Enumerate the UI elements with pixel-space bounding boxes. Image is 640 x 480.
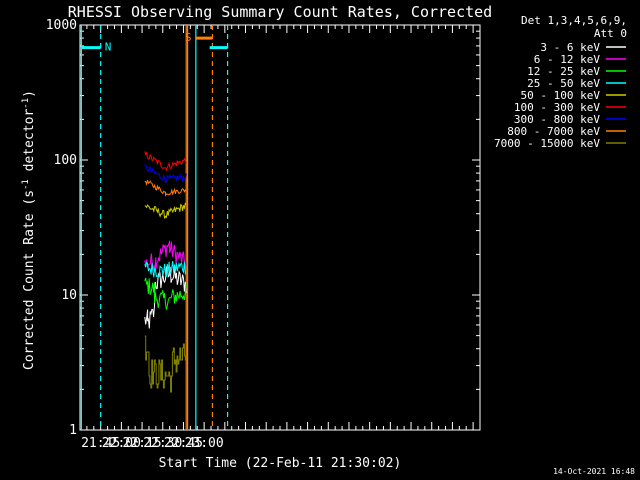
y-tick-label: 10 [61, 288, 77, 303]
x-tick-label: 22:45 [164, 436, 203, 451]
y-tick-label: 100 [54, 153, 77, 168]
chart-title: RHESSI Observing Summary Count Rates, Co… [68, 3, 492, 21]
y-tick-label: 1 [69, 423, 77, 438]
state-marker-label: S [185, 31, 192, 44]
legend-label: 7000 - 15000 keV [494, 137, 600, 150]
legend-header-line1: Det 1,3,4,5,6,9, [521, 14, 627, 27]
legend-header-line2: Att 0 [594, 27, 627, 40]
state-lines [80, 25, 229, 430]
y-axis-label-sup2: -1 [21, 98, 31, 109]
legend-label: 25 - 50 keV [527, 77, 600, 90]
y-tick-label: 1000 [46, 18, 77, 33]
y-axis-label-sup1: -1 [21, 179, 31, 190]
series-line [144, 163, 187, 184]
series-line [144, 277, 187, 310]
y-axis-label: Corrected Count Rate (s-1 detector-1) [21, 90, 37, 370]
series-group [144, 151, 187, 393]
y-axis-label-main: Corrected Count Rate (s [22, 190, 37, 370]
x-tick-label: 22:00 [102, 436, 141, 451]
legend-label: 3 - 6 keV [540, 41, 600, 54]
series-line [144, 179, 187, 197]
footer-timestamp: 14-Oct-2021 16:48 [553, 467, 635, 476]
y-axis-ticks: 1 10 100 1000 [46, 18, 480, 438]
legend-label: 6 - 12 keV [534, 53, 601, 66]
y-axis-label-end: ) [22, 90, 37, 98]
legend-label: 12 - 25 keV [527, 65, 600, 78]
legend-label: 100 - 300 keV [514, 101, 600, 114]
legend-label: 800 - 7000 keV [507, 125, 600, 138]
legend-label: 50 - 100 keV [521, 89, 601, 102]
series-line [144, 202, 187, 219]
x-tick-label: 22:15 [122, 436, 161, 451]
series-line [144, 266, 187, 329]
x-tick-label: 21:45 [81, 436, 120, 451]
state-markers: NS [81, 31, 228, 54]
series-line [144, 240, 187, 271]
series-line [144, 335, 187, 393]
series-line [144, 151, 187, 172]
state-marker-label: N [105, 41, 112, 54]
plot-frame [79, 24, 481, 431]
series-line [144, 261, 187, 278]
x-tick-label: 22:30 [143, 436, 182, 451]
y-axis-label-mid: detector [22, 109, 37, 180]
x-axis-label: Start Time (22-Feb-11 21:30:02) [159, 456, 402, 471]
x-tick-label: 23:00 [185, 436, 224, 451]
legend-label: 300 - 800 keV [514, 113, 600, 126]
